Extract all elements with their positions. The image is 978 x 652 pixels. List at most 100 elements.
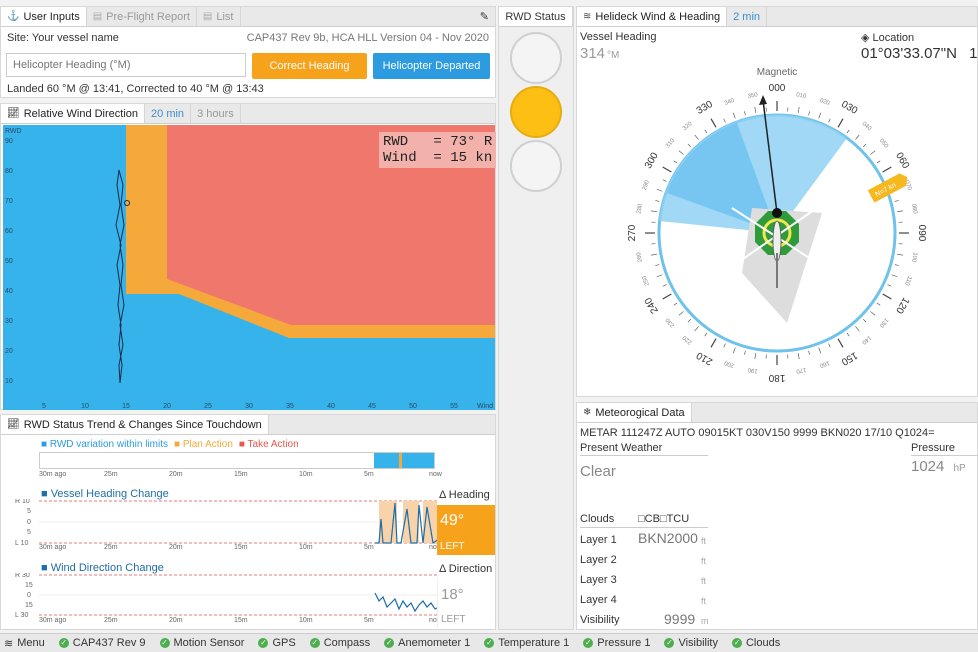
status-light-amber	[510, 86, 562, 138]
anchor-icon: ⚓	[7, 11, 20, 22]
time-tick: now	[429, 471, 442, 478]
tab-pre-flight-report[interactable]: ▤ Pre-Flight Report	[87, 7, 197, 26]
helicopter-heading-input[interactable]	[6, 53, 246, 77]
trend-panel: 📈︎ RWD Status Trend & Changes Since Touch…	[0, 414, 496, 630]
compass-tick	[678, 311, 684, 316]
location-extra: 10	[969, 45, 978, 62]
status-cap437[interactable]: ✓ CAP437 Rev 9	[58, 637, 146, 649]
tab-list[interactable]: ▤ List	[197, 7, 241, 26]
compass-tick	[678, 150, 684, 155]
compass-tick	[744, 111, 746, 116]
compass-tick	[704, 129, 708, 134]
compass-degree-label: 220	[681, 334, 693, 345]
clouds-label: Clouds	[580, 513, 615, 525]
tab-rwd-status-trend[interactable]: 📈︎ RWD Status Trend & Changes Since Touch…	[1, 415, 269, 434]
status-temperature[interactable]: ✓ Temperature 1	[484, 637, 570, 649]
compass-degree-label: 170	[795, 366, 807, 374]
compass-tick	[882, 293, 892, 300]
vessel-heading-label: Vessel Heading	[580, 31, 657, 43]
check-icon: ✓	[309, 638, 320, 648]
rwd-y-ticks: RWD 10 20 30 40 50 60 70 80 90	[5, 128, 22, 385]
compass-tick	[655, 200, 660, 202]
compass-degree-label: 020	[819, 98, 831, 107]
check-icon: ✓	[664, 638, 675, 648]
correct-heading-button[interactable]: Correct Heading	[252, 53, 367, 79]
compass-degree-label: 250	[642, 274, 651, 286]
helicopter-departed-button[interactable]: Helicopter Departed	[373, 53, 490, 79]
compass-degree-label: 260	[636, 251, 644, 263]
edit-icon[interactable]: ✎	[479, 11, 489, 23]
time-tick: 25m	[104, 617, 118, 624]
status-light-green	[510, 140, 562, 192]
delta-direction-label: Δ Direction	[439, 563, 493, 575]
compass-degree-label: 090	[916, 225, 927, 242]
status-compass[interactable]: ✓ Compass	[309, 637, 371, 649]
compass-degree-label: 230	[665, 316, 676, 328]
compass-tick	[710, 118, 717, 128]
helideck-panel: ≋ Helideck Wind & Heading 2 min Vessel He…	[576, 6, 978, 397]
status-motion-sensor[interactable]: ✓ Motion Sensor	[159, 637, 245, 649]
compass-tick	[894, 264, 899, 266]
document-icon: ▤	[92, 11, 103, 22]
time-tick: 30m ago	[39, 544, 67, 551]
rwd-y-tick: 60	[5, 228, 13, 235]
status-clouds[interactable]: ✓ Clouds	[731, 637, 781, 649]
legend-take-action: ■ Take Action	[238, 439, 299, 450]
list-icon: ▤	[202, 11, 213, 22]
rwd-x-tick: 10	[81, 403, 89, 410]
compass-degree-label: 180	[768, 372, 785, 383]
delta-direction-dir: LEFT	[441, 614, 466, 625]
pressure-label: Pressure	[911, 442, 978, 456]
pressure-value: 1024	[911, 458, 945, 475]
rwd-y-tick: 10	[5, 378, 13, 385]
time-tick: 15m	[234, 544, 248, 551]
compass-degree-label: 300	[643, 150, 661, 170]
rwd-x-tick: 40	[327, 403, 335, 410]
status-anemometer[interactable]: ✓ Anemometer 1	[384, 637, 471, 649]
compass-tick	[828, 118, 831, 123]
rwd-y-tick: 80	[5, 168, 13, 175]
menu-button[interactable]: ≋ Menu	[4, 637, 45, 650]
rwd-readout-rwd: RWD = 73° R	[383, 134, 493, 150]
tab-3-hours[interactable]: 3 hours	[191, 104, 241, 123]
compass-tick	[870, 311, 876, 316]
compass-tick	[882, 166, 892, 173]
compass-tick	[694, 326, 699, 332]
check-icon: ✓	[731, 638, 742, 648]
tab-20-min[interactable]: 20 min	[145, 104, 192, 123]
rwd-tabbar: 📈︎ Relative Wind Direction 20 min 3 hours	[1, 104, 495, 124]
time-tick: 25m	[104, 471, 118, 478]
compass-tick	[863, 319, 867, 323]
time-ticks-2: 30m ago 25m 20m 15m 10m 5m now	[39, 544, 442, 554]
vessel-heading-unit: °M	[607, 50, 620, 61]
rwd-y-tick: 30	[5, 318, 13, 325]
delta-direction-value: 18°	[441, 586, 464, 603]
tab-helideck-wind-heading[interactable]: ≋ Helideck Wind & Heading	[577, 7, 728, 26]
compass-tick	[855, 326, 860, 332]
take-action-area	[167, 125, 495, 325]
compass-tick	[897, 210, 904, 213]
present-weather-label: Present Weather	[580, 442, 708, 456]
delta-heading-value: 49°	[440, 512, 465, 529]
compass-tick	[887, 284, 892, 287]
rwd-panel: 📈︎ Relative Wind Direction 20 min 3 hours…	[0, 103, 497, 410]
compass-degree-label: 350	[747, 92, 759, 100]
compass-tick	[876, 302, 881, 306]
tab-relative-wind-direction[interactable]: 📈︎ Relative Wind Direction	[1, 104, 146, 123]
compass-tick	[754, 106, 757, 113]
met-panel: ❄ Meteorogical Data METAR 111247Z AUTO 09…	[576, 402, 978, 630]
tab-user-inputs[interactable]: ⚓ User Inputs	[1, 7, 87, 26]
wifi-icon: ≋	[4, 637, 14, 650]
tab-rwd-status[interactable]: RWD Status	[499, 7, 573, 26]
tab-meteorological-data[interactable]: ❄ Meteorogical Data	[577, 403, 692, 422]
status-visibility[interactable]: ✓ Visibility	[664, 637, 718, 649]
compass-tick	[673, 160, 678, 164]
compass-tick	[897, 253, 904, 256]
rwd-y-tick: 20	[5, 348, 13, 355]
check-icon: ✓	[384, 638, 395, 648]
tab-2-min[interactable]: 2 min	[727, 7, 768, 26]
status-pressure[interactable]: ✓ Pressure 1	[583, 637, 651, 649]
status-gps[interactable]: ✓ GPS	[258, 637, 296, 649]
